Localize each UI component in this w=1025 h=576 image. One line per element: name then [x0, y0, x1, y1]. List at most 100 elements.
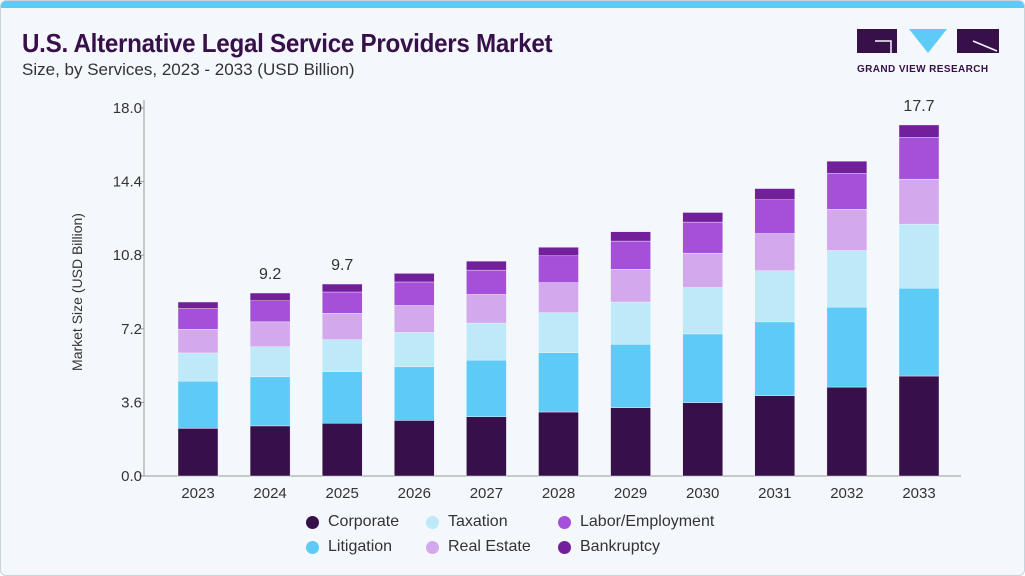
bar-segment-litigation	[249, 376, 291, 427]
x-tick-label: 2033	[902, 485, 935, 502]
bar-segment-labor-employment	[249, 300, 291, 323]
y-tick-label: 10.8	[113, 247, 142, 264]
legend-swatch-icon	[306, 540, 319, 554]
bar-segment-bankruptcy	[177, 301, 219, 309]
x-tick-label: 2029	[614, 485, 647, 502]
bar-segment-bankruptcy	[249, 292, 291, 301]
bar-segment-real-estate	[466, 294, 507, 324]
bar-segment-bankruptcy	[826, 160, 868, 174]
bar-segment-real-estate	[826, 208, 868, 251]
y-tick-label: 14.4	[113, 174, 142, 191]
bar-segment-taxation	[898, 223, 940, 289]
bar-segment-corporate	[898, 375, 940, 477]
grand-view-research-logo: GRAND VIEW RESEARCH	[857, 29, 999, 75]
legend-item: Labor/Employment	[558, 513, 714, 531]
bar-segment-taxation	[538, 312, 579, 353]
x-tick-label: 2024	[253, 485, 286, 502]
y-tick-label: 3.6	[121, 394, 142, 411]
bar-segment-labor-employment	[754, 199, 795, 234]
bar-segment-taxation	[322, 339, 363, 372]
data-label: 17.7	[903, 98, 934, 115]
bar-segment-corporate	[682, 402, 723, 477]
y-axis-label: Market Size (USD Billion)	[69, 213, 85, 371]
chart-subtitle: Size, by Services, 2023 - 2033 (USD Bill…	[22, 60, 355, 79]
legend-swatch-icon	[558, 515, 571, 529]
bar-segment-bankruptcy	[610, 231, 651, 242]
bar-segment-taxation	[826, 250, 868, 308]
bar-segment-corporate	[322, 423, 363, 477]
x-tick-label: 2031	[758, 485, 791, 502]
bar-segment-taxation	[610, 301, 651, 345]
legend-item: Litigation	[306, 538, 392, 556]
bar-segment-real-estate	[610, 269, 651, 303]
bar-segment-taxation	[177, 352, 219, 382]
legend-swatch-icon	[426, 540, 439, 554]
legend-label: Taxation	[448, 513, 508, 530]
bar-segment-labor-employment	[538, 255, 579, 283]
x-tick-label: 2030	[686, 485, 719, 502]
legend-label: Litigation	[328, 538, 393, 555]
bar-segment-taxation	[466, 322, 507, 361]
bar-segment-real-estate	[898, 178, 940, 225]
legend-label: Real Estate	[448, 538, 531, 555]
bar-segment-taxation	[682, 287, 723, 335]
legend-label: Bankruptcy	[580, 538, 661, 555]
x-tick-label: 2025	[326, 485, 359, 502]
legend-item: Real Estate	[426, 538, 531, 556]
bar-segment-bankruptcy	[394, 273, 435, 283]
bar-segment-taxation	[394, 332, 435, 368]
bar-segment-litigation	[610, 344, 651, 408]
bar-segment-bankruptcy	[898, 124, 940, 138]
bar-segment-litigation	[898, 287, 940, 377]
y-tick-label: 18.0	[113, 100, 142, 117]
accent-bar	[1, 1, 1024, 8]
bar-segment-litigation	[177, 380, 219, 429]
bar-segment-taxation	[249, 346, 291, 378]
bar-segment-real-estate	[538, 282, 579, 313]
legend-swatch-icon	[558, 540, 571, 554]
bar-segment-litigation	[682, 333, 723, 403]
legend-label: Corporate	[328, 513, 400, 530]
bar-segment-bankruptcy	[466, 260, 507, 271]
bar-segment-bankruptcy	[754, 188, 795, 200]
bar-segment-corporate	[826, 386, 868, 477]
bar-segment-real-estate	[249, 321, 291, 347]
bar-segment-real-estate	[394, 305, 435, 333]
data-label: 9.7	[331, 257, 353, 274]
stacked-bar-chart: 0.0 3.6 7.2 10.8 14.4 18.0 Market Size (USD Bi…	[69, 98, 961, 502]
bar-segment-litigation	[394, 366, 435, 421]
bar-segment-real-estate	[682, 252, 723, 288]
legend-swatch-icon	[306, 515, 319, 529]
legend-item: Bankruptcy	[558, 538, 660, 556]
bar-segment-corporate	[538, 411, 579, 477]
bar-segment-corporate	[610, 407, 651, 477]
bar-segment-labor-employment	[466, 269, 507, 295]
bar-segment-litigation	[466, 359, 507, 417]
logo-mark-icon	[857, 29, 999, 53]
bar-segment-labor-employment	[322, 291, 363, 314]
bar-segment-corporate	[249, 425, 291, 477]
bar-segment-labor-employment	[610, 240, 651, 270]
legend-label: Labor/Employment	[580, 513, 715, 530]
bar-segment-labor-employment	[826, 173, 868, 210]
bar-segment-litigation	[754, 321, 795, 396]
bar-segment-corporate	[394, 420, 435, 477]
bar-segment-real-estate	[322, 313, 363, 340]
bar-segment-labor-employment	[682, 221, 723, 254]
legend-item: Corporate	[306, 513, 399, 531]
x-tick-label: 2032	[830, 485, 863, 502]
legend-swatch-icon	[426, 515, 439, 529]
bar-segment-labor-employment	[177, 308, 219, 330]
logo-text: GRAND VIEW RESEARCH	[857, 64, 989, 75]
bar-segment-bankruptcy	[322, 283, 363, 293]
bar-segment-bankruptcy	[538, 247, 579, 257]
bar-segment-corporate	[466, 416, 507, 477]
bar-segment-bankruptcy	[682, 212, 723, 223]
y-tick-label: 7.2	[121, 321, 142, 338]
data-label: 9.2	[259, 266, 281, 283]
bar-segment-litigation	[826, 306, 868, 388]
x-tick-label: 2023	[181, 485, 214, 502]
x-tick-label: 2026	[398, 485, 431, 502]
legend-item: Taxation	[426, 513, 508, 531]
bar-segment-real-estate	[754, 233, 795, 271]
